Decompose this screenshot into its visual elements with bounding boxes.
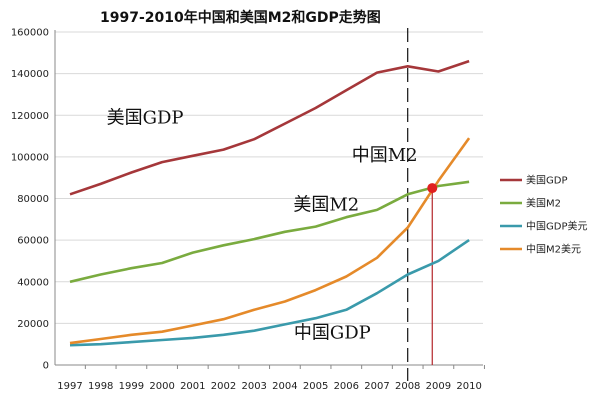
x-tick-label: 2003 [241, 381, 266, 392]
y-tick-label: 60000 [17, 236, 49, 247]
y-tick-label: 100000 [11, 152, 49, 163]
series-line [69, 59, 470, 196]
x-tick-label: 2002 [211, 381, 236, 392]
x-tick-label: 1999 [119, 381, 144, 392]
axes-layer: 0 20000 40000 60000 80000 100000 120000 140000 1… [11, 28, 485, 392]
series-annotation: 美国GDP [107, 107, 184, 128]
annotation-layer: 美国GDP 中国M2 美国M2 中国GDP [107, 107, 418, 343]
x-tick-label: 2000 [149, 381, 174, 392]
x-tick-label: 2005 [303, 381, 328, 392]
series-annotation: 中国M2 [352, 145, 418, 166]
y-tick-label: 140000 [11, 69, 49, 80]
grid-layer [55, 31, 483, 324]
x-tick-label: 2008 [395, 381, 420, 392]
chart-title: 1997-2010年中国和美国M2和GDP走势图 [100, 9, 381, 26]
x-tick-label: 1997 [57, 381, 82, 392]
legend-label: 中国GDP美元 [526, 220, 587, 233]
legend-label: 中国M2美元 [526, 243, 581, 256]
legend-label: 美国M2 [526, 197, 561, 210]
x-tick-label: 2009 [426, 381, 451, 392]
x-tick-label: 1998 [88, 381, 113, 392]
marker-layer [427, 183, 438, 194]
x-tick-label: 2006 [334, 381, 359, 392]
series-line [69, 239, 470, 347]
y-tick-label: 120000 [11, 111, 49, 122]
series-layer [69, 59, 471, 347]
y-tick-label: 40000 [17, 277, 49, 288]
x-tick-label: 2007 [364, 381, 389, 392]
series-annotation: 美国M2 [293, 195, 359, 216]
y-tick-label: 0 [43, 361, 49, 372]
x-tick-label: 2004 [272, 381, 297, 392]
x-tick-label: 2001 [180, 381, 205, 392]
series-line [69, 137, 471, 345]
crossover-marker [427, 183, 438, 194]
series-line [69, 180, 470, 284]
legend-label: 美国GDP [526, 174, 567, 187]
y-tick-label: 20000 [17, 319, 49, 330]
x-tick-label: 2010 [456, 381, 481, 392]
y-tick-label: 160000 [11, 28, 49, 39]
series-annotation: 中国GDP [294, 323, 371, 344]
y-tick-label: 80000 [17, 194, 49, 205]
reference-lines [407, 28, 433, 381]
